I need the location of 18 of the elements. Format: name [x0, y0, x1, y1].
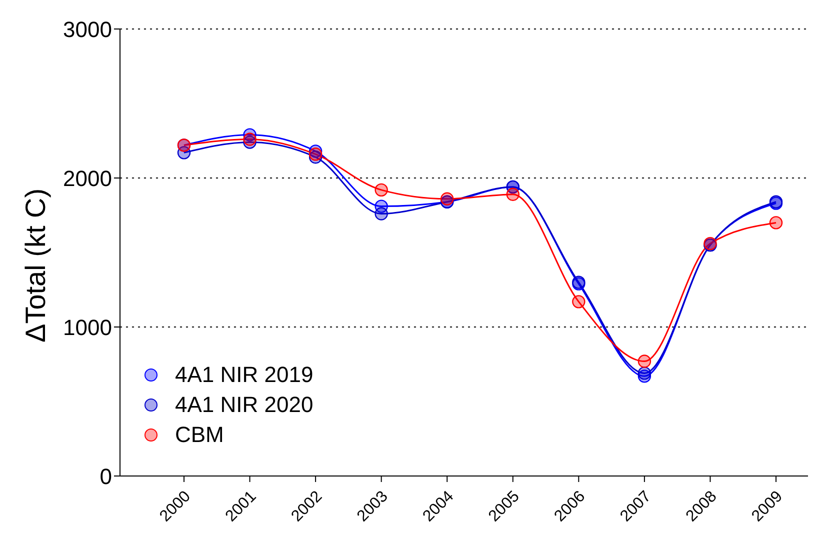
point	[374, 183, 388, 197]
legend-label: 4A1 NIR 2020	[175, 391, 314, 419]
y-tick-label: 2000	[63, 166, 112, 191]
point	[572, 295, 586, 308]
point	[374, 207, 388, 220]
legend-label: CBM	[175, 421, 224, 449]
y-axis-title: ΔTotal (kt C)	[20, 188, 51, 342]
point	[506, 188, 520, 201]
y-tick-label: 1000	[63, 314, 112, 340]
point	[638, 354, 652, 368]
y-tick-label: 3000	[63, 16, 112, 42]
point	[243, 132, 256, 146]
point	[638, 366, 652, 380]
point	[769, 216, 783, 230]
y-tick-label: 0	[100, 464, 112, 489]
point	[308, 148, 322, 161]
point	[440, 192, 454, 206]
legend-label: 4A1 NIR 2019	[175, 361, 314, 389]
